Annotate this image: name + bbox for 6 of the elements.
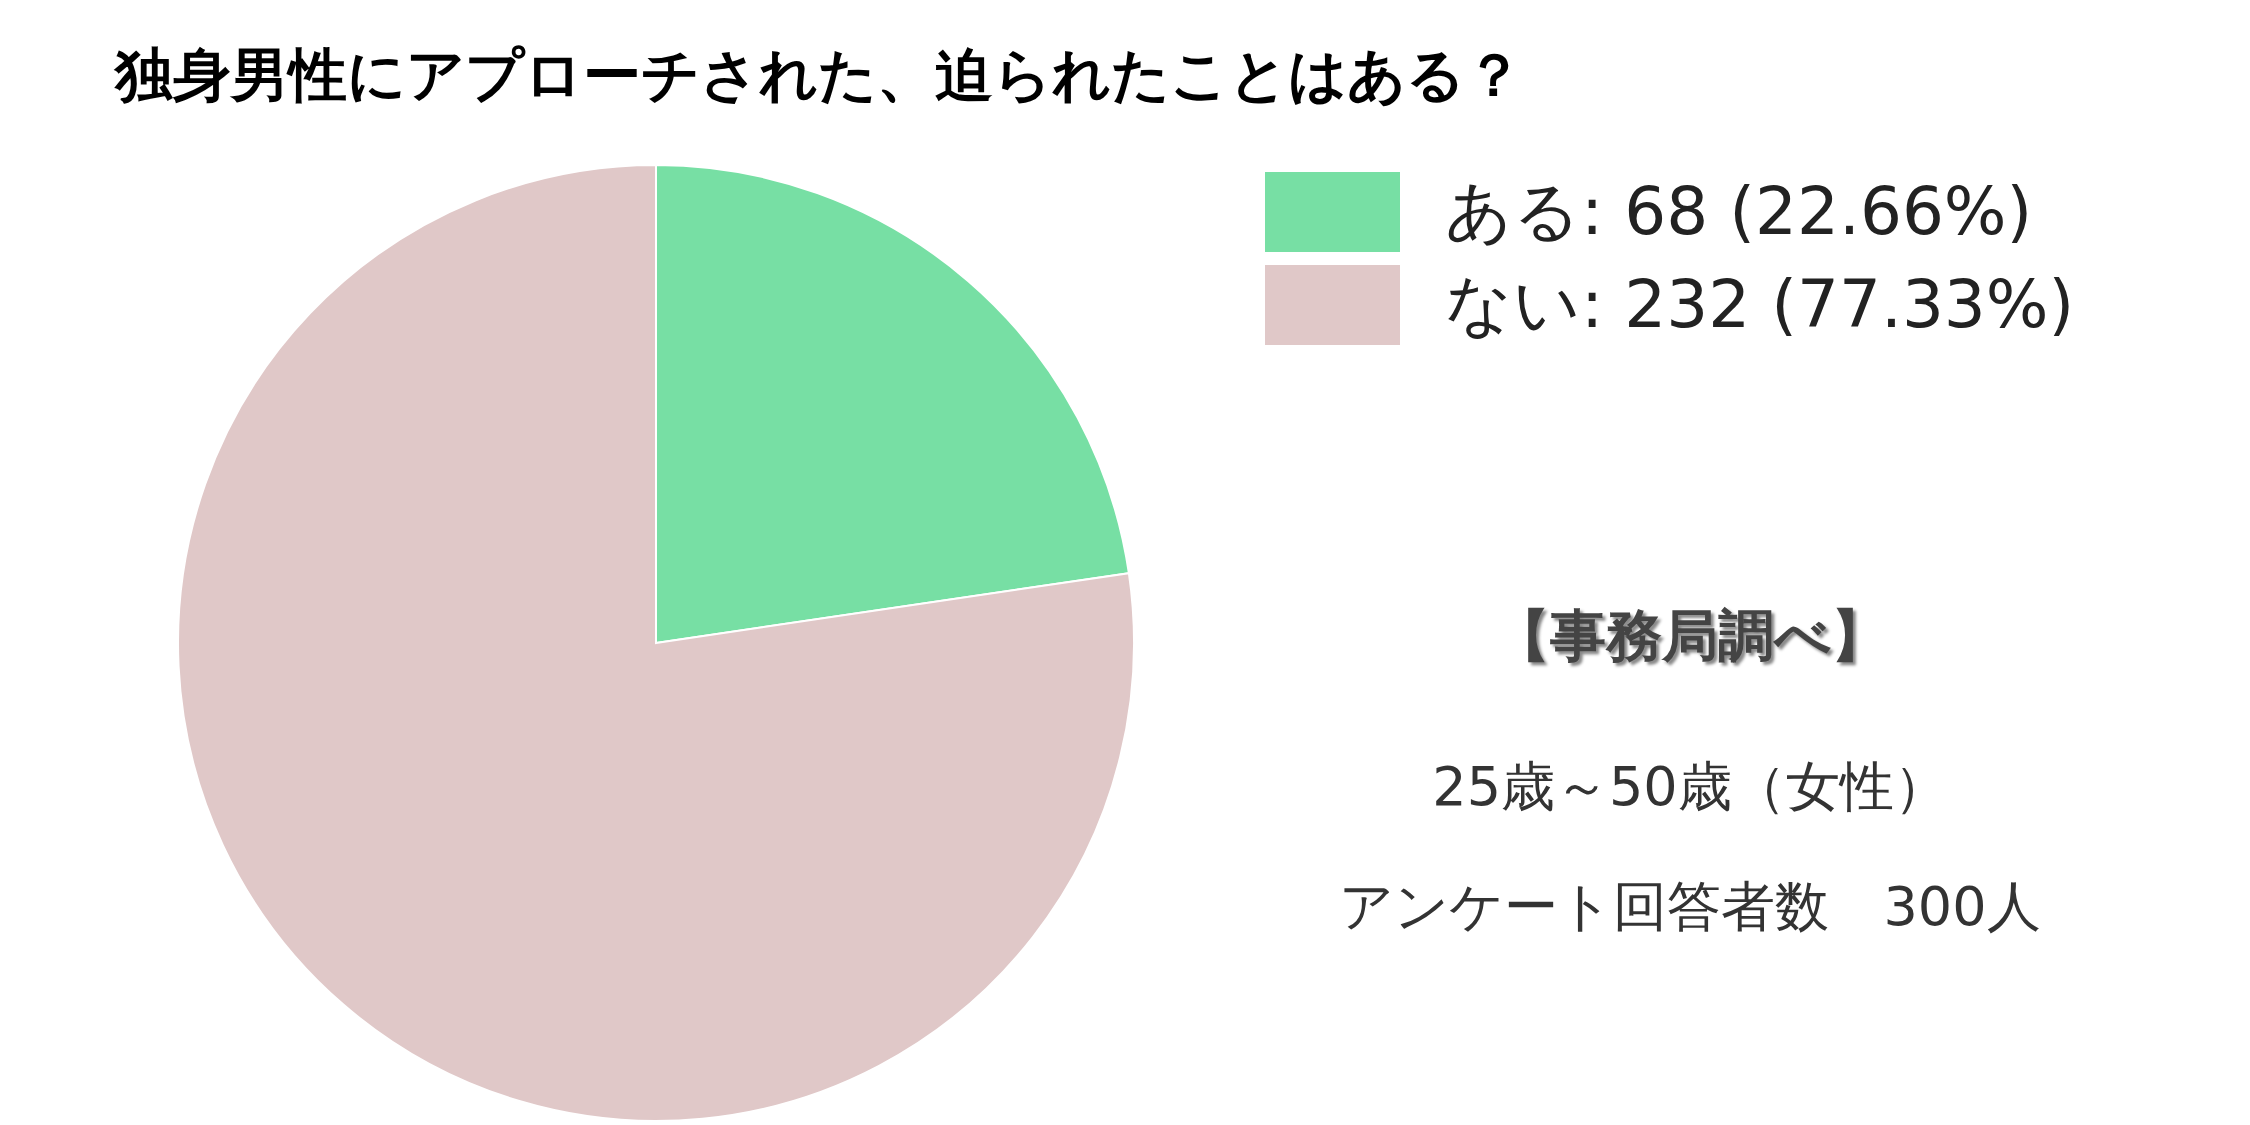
text: アンケート回答者数 300人 bbox=[1339, 875, 2041, 938]
text: 25歳～50歳（女性） bbox=[1432, 755, 1948, 818]
legend-label: ある: 68 (22.66%) bbox=[1445, 173, 2033, 250]
chart-title: 独身男性にアプローチされた、迫られたことはある？ bbox=[113, 41, 1523, 109]
text: 【事務局調べ】 bbox=[1493, 603, 1887, 668]
legend-label: ない: 232 (77.33%) bbox=[1445, 266, 2075, 343]
